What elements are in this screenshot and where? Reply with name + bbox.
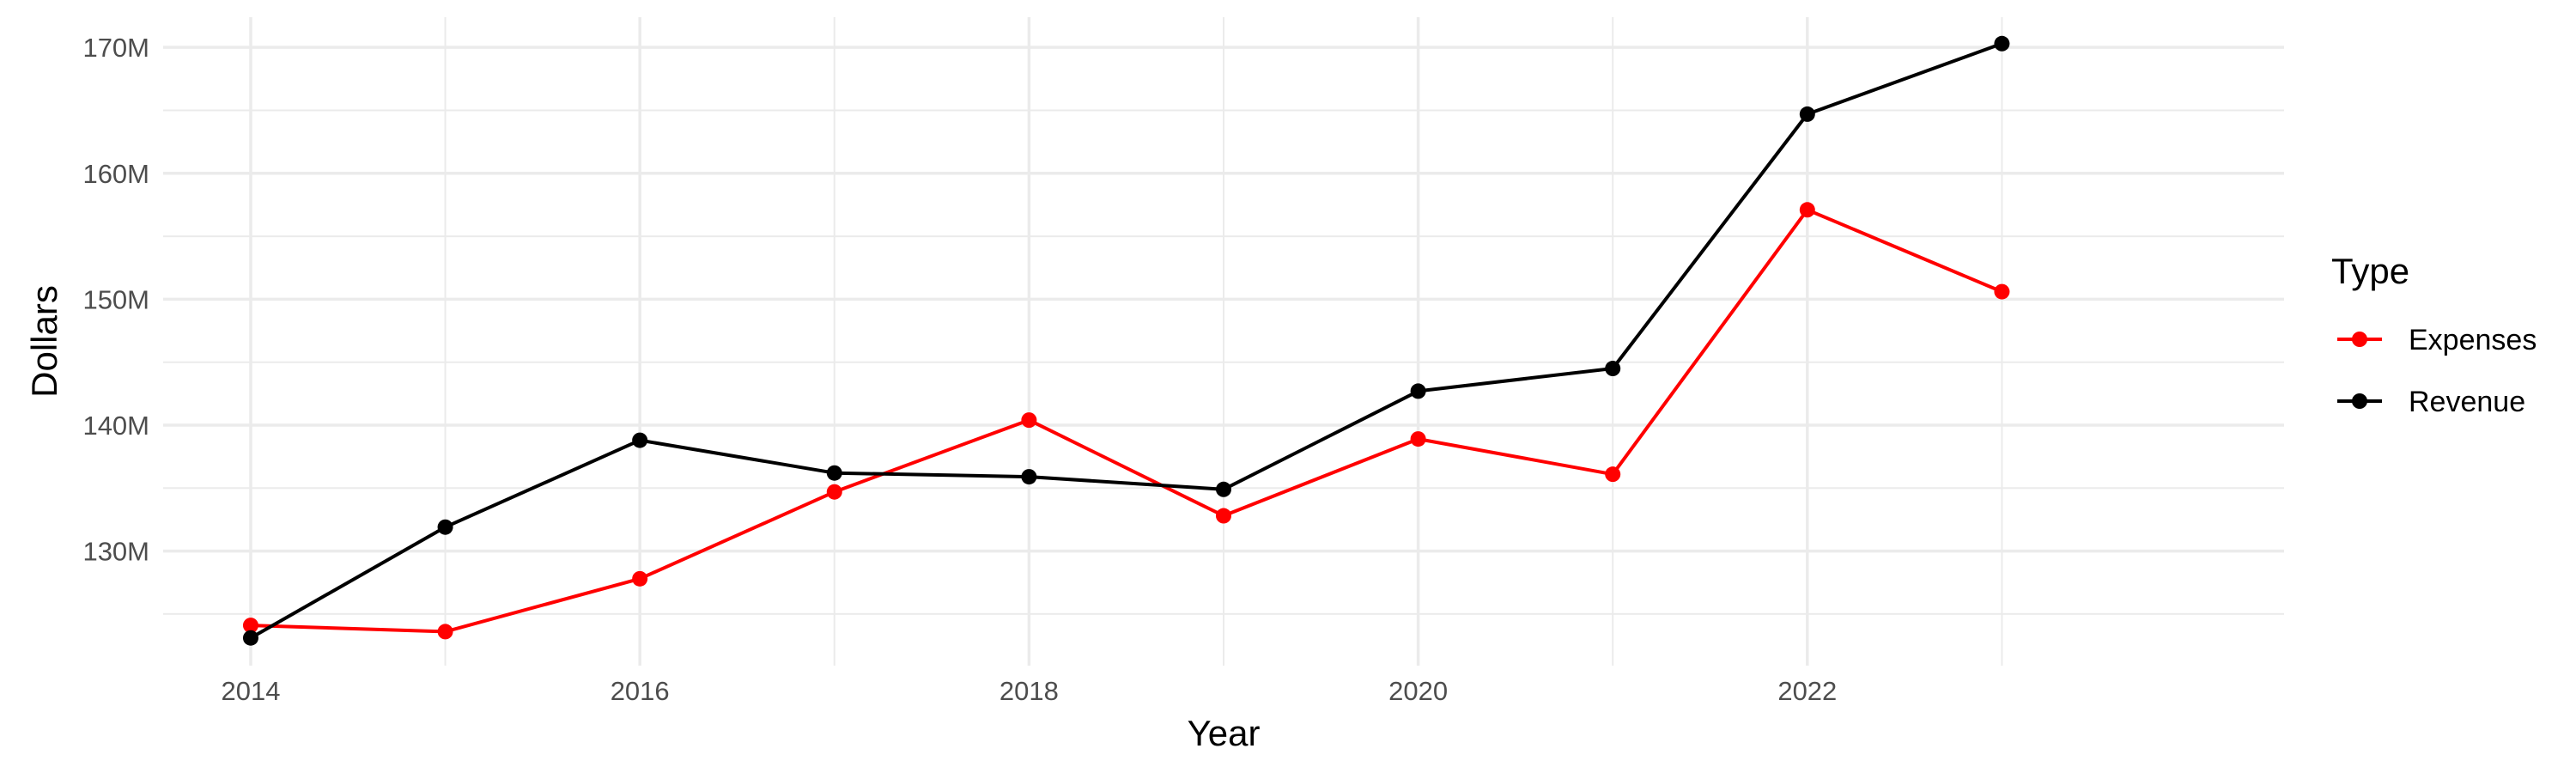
- revenue-point-2019: [1216, 481, 1231, 497]
- y-tick-label: 150M: [82, 284, 149, 314]
- revenue-point-2015: [437, 519, 453, 535]
- y-axis-title: Dollars: [24, 285, 64, 398]
- x-tick-label: 2020: [1388, 676, 1448, 706]
- grid-layer: [163, 17, 2284, 666]
- expenses-series-line: [250, 208, 2003, 634]
- y-tick-label: 130M: [82, 537, 149, 567]
- legend-label-revenue: Revenue: [2409, 386, 2525, 418]
- legend-title: Type: [2331, 251, 2409, 291]
- legend: Type Expenses Revenue: [2331, 251, 2537, 418]
- expenses-point-2016: [632, 570, 648, 587]
- expenses-point-2022: [1799, 202, 1815, 218]
- revenue-series-line: [250, 41, 2003, 640]
- expenses-point-2018: [1021, 412, 1037, 429]
- revenue-point-2016: [632, 432, 648, 448]
- expenses-point-2021: [1605, 466, 1621, 483]
- revenue-point-2018: [1021, 469, 1037, 485]
- y-tick-label: 160M: [82, 159, 149, 189]
- expenses-point-2014: [242, 618, 258, 634]
- y-tick-label: 140M: [82, 411, 149, 441]
- expenses-point-2020: [1410, 431, 1426, 447]
- y-tick-label: 170M: [82, 33, 149, 63]
- revenue-point-2014: [242, 630, 258, 646]
- x-tick-label: 2018: [999, 676, 1059, 706]
- legend-key-point-expenses: [2352, 332, 2367, 347]
- axis-layer: Year Dollars 130M 140M 150M 160M 170M 2014 201…: [24, 33, 1837, 753]
- legend-label-expenses: Expenses: [2409, 324, 2537, 356]
- revenue-point-2023: [1994, 35, 2010, 52]
- expenses-point-2019: [1216, 508, 1231, 524]
- legend-key-point-revenue: [2352, 393, 2367, 409]
- legend-items: Expenses Revenue: [2337, 324, 2537, 418]
- revenue-point-2022: [1799, 106, 1815, 122]
- x-axis-title: Year: [1188, 713, 1261, 753]
- revenue-point-2020: [1410, 383, 1426, 399]
- series-layer: [242, 35, 2010, 646]
- revenue-point-2017: [826, 465, 842, 481]
- revenue-point-2021: [1605, 361, 1621, 377]
- expenses-point-2023: [1994, 283, 2010, 300]
- x-tick-label: 2022: [1777, 676, 1837, 706]
- x-tick-label: 2016: [611, 676, 670, 706]
- expenses-point-2015: [437, 624, 453, 640]
- x-tick-label: 2014: [221, 676, 280, 706]
- expenses-point-2017: [826, 484, 842, 500]
